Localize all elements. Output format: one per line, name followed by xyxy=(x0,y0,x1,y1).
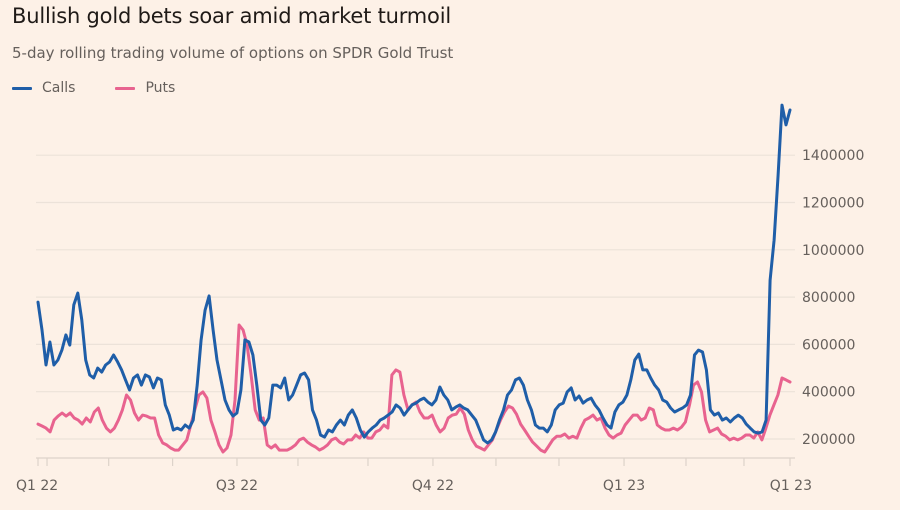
y-tick-label: 1000000 xyxy=(802,243,864,259)
y-tick-label: 200000 xyxy=(802,432,855,448)
x-axis: Q1 22 Q3 22 Q4 22 Q1 23 Q1 23 xyxy=(16,457,812,494)
x-tick-label: Q1 22 xyxy=(16,478,58,494)
y-tick-label: 1200000 xyxy=(802,196,864,212)
legend-item-puts: Puts xyxy=(115,80,175,96)
gridlines xyxy=(36,154,795,440)
puts-swatch-icon xyxy=(115,86,136,90)
series-line-calls xyxy=(36,103,792,445)
y-axis-labels: 200000 400000 600000 800000 1000000 1200000 14… xyxy=(802,148,864,448)
x-tick-label: Q4 22 xyxy=(412,478,454,494)
legend-label-calls: Calls xyxy=(42,80,76,96)
y-tick-label: 400000 xyxy=(802,385,855,401)
legend-label-puts: Puts xyxy=(145,80,176,96)
y-tick-label: 800000 xyxy=(802,290,855,306)
chart-subtitle: 5-day rolling trading volume of options … xyxy=(12,44,454,62)
x-tick-label: Q1 23 xyxy=(770,478,812,494)
series-lines xyxy=(36,103,792,454)
y-tick-label: 600000 xyxy=(802,337,855,353)
legend-item-calls: Calls xyxy=(12,80,75,96)
calls-swatch-icon xyxy=(12,86,32,90)
x-tick-label: Q3 22 xyxy=(216,478,258,494)
chart-title: Bullish gold bets soar amid market turmo… xyxy=(12,4,451,28)
legend: Calls Puts xyxy=(12,80,215,96)
y-tick-label: 1400000 xyxy=(802,148,864,164)
x-tick-label: Q1 23 xyxy=(603,478,645,494)
